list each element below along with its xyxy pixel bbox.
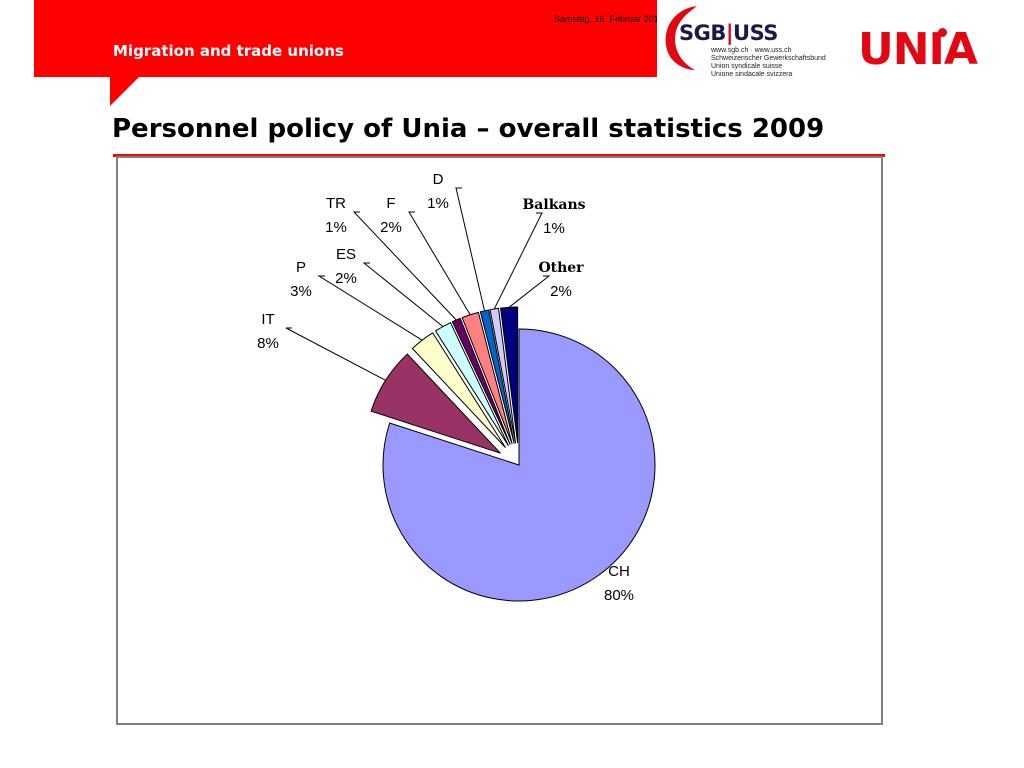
leader-line-other [508, 275, 551, 308]
slice-percent-es: 2% [335, 270, 357, 287]
slice-label-ch: CH [608, 563, 630, 580]
page-title: Personnel policy of Unia – overall stati… [112, 114, 825, 144]
leader-line-balkans [493, 212, 543, 310]
section-title: Migration and trade unions [113, 42, 344, 60]
sgb-tagline: Unione sindacale svizzera [711, 71, 793, 78]
slice-label-other: Other [538, 260, 584, 276]
slice-percent-tr: 1% [325, 219, 347, 236]
sgb-wordmark: SGB|USS [679, 21, 778, 45]
leader-line-d [455, 187, 486, 311]
banner-tail [110, 76, 140, 106]
slice-label-it: IT [261, 311, 274, 328]
leader-line-p [317, 275, 423, 341]
slice-label-d: D [433, 171, 444, 188]
slice-percent-f: 2% [380, 219, 402, 236]
pie-chart: CH 80% IT 8% P 3% ES 2% TR 1% F 2% D 1% Balkans 1% Other… [257, 171, 656, 604]
sgb-tagline: www.sgb.ch · www.uss.ch [711, 47, 792, 54]
slice-label-es: ES [336, 246, 356, 263]
slice-percent-balkans: 1% [543, 220, 565, 237]
sgb-taglines: www.sgb.ch · www.uss.ch Schweizerischer … [711, 47, 826, 79]
sgb-tagline: Schweizerischer Gewerkschaftsbund [711, 55, 826, 62]
leader-line-f [408, 211, 471, 315]
leader-line-tr [352, 211, 457, 321]
sgb-tagline: Union syndicale suisse [711, 63, 783, 70]
slice-label-f: F [386, 195, 395, 212]
slice-label-p: P [296, 259, 306, 276]
slice-percent-it: 8% [257, 335, 279, 352]
slice-percent-other: 2% [550, 283, 572, 300]
slice-label-balkans: Balkans [522, 197, 585, 213]
slice-percent-p: 3% [290, 283, 312, 300]
unia-wordmark: UNIA [858, 24, 978, 75]
sgb-uss-logo: SGB|USS www.sgb.ch · www.uss.ch Schweize… [657, 0, 840, 79]
slice-percent-ch: 80% [604, 587, 634, 604]
leader-line-it [285, 327, 386, 381]
unia-dot-icon [938, 28, 947, 37]
pie-slice-p [411, 332, 506, 448]
unia-logo: UNIA [840, 0, 990, 77]
slice-percent-d: 1% [427, 195, 449, 212]
title-underline [113, 154, 885, 157]
sgb-word-left: SGB [679, 21, 726, 45]
pie-slice-tr [451, 317, 511, 446]
sgb-arc-icon [665, 6, 697, 70]
pie-slice-es [434, 321, 509, 446]
leader-line-es [362, 262, 444, 327]
sgb-divider: | [725, 21, 734, 45]
pie-slice-ch [382, 328, 656, 602]
slice-label-tr: TR [326, 195, 346, 212]
slide-date: Samstag, 16. Februar 2019 [554, 14, 664, 24]
pie-slice-d [479, 309, 515, 444]
sgb-word-right: USS [733, 21, 778, 45]
